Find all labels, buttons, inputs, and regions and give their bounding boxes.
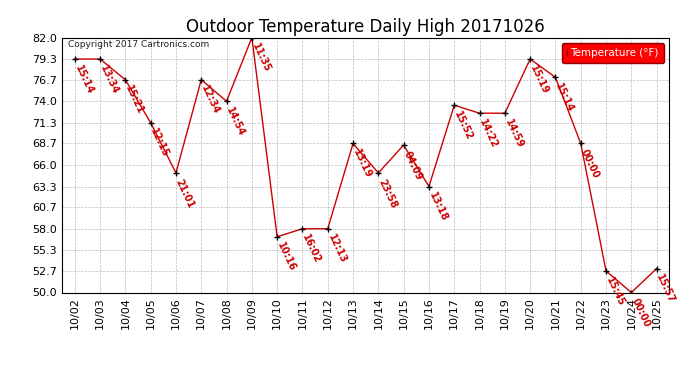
Text: 21:01: 21:01	[174, 177, 196, 210]
Text: 15:14: 15:14	[553, 81, 575, 114]
Text: 04:09: 04:09	[402, 149, 424, 182]
Text: 13:34: 13:34	[98, 63, 120, 96]
Text: 12:15: 12:15	[148, 127, 170, 159]
Text: 12:34: 12:34	[199, 84, 221, 116]
Text: 14:59: 14:59	[503, 117, 525, 150]
Text: Copyright 2017 Cartronics.com: Copyright 2017 Cartronics.com	[68, 40, 210, 49]
Text: 10:16: 10:16	[275, 241, 297, 273]
Text: 13:19: 13:19	[351, 148, 373, 180]
Text: 15:45: 15:45	[604, 275, 626, 308]
Text: 15:19: 15:19	[528, 63, 550, 96]
Text: 15:52: 15:52	[452, 110, 474, 142]
Text: 13:18: 13:18	[427, 190, 449, 223]
Text: 14:54: 14:54	[224, 105, 246, 138]
Text: 16:02: 16:02	[300, 233, 322, 265]
Text: 15:57: 15:57	[655, 273, 677, 305]
Text: 23:58: 23:58	[376, 177, 398, 210]
Text: 00:00: 00:00	[579, 148, 601, 180]
Text: 00:00: 00:00	[629, 297, 651, 329]
Text: 15:14: 15:14	[72, 63, 95, 96]
Text: 12:13: 12:13	[326, 233, 348, 265]
Title: Outdoor Temperature Daily High 20171026: Outdoor Temperature Daily High 20171026	[186, 18, 545, 36]
Text: 11:35: 11:35	[250, 42, 272, 74]
Legend: Temperature (°F): Temperature (°F)	[562, 43, 664, 63]
Text: 14:22: 14:22	[477, 117, 500, 150]
Text: 15:21: 15:21	[124, 84, 146, 116]
